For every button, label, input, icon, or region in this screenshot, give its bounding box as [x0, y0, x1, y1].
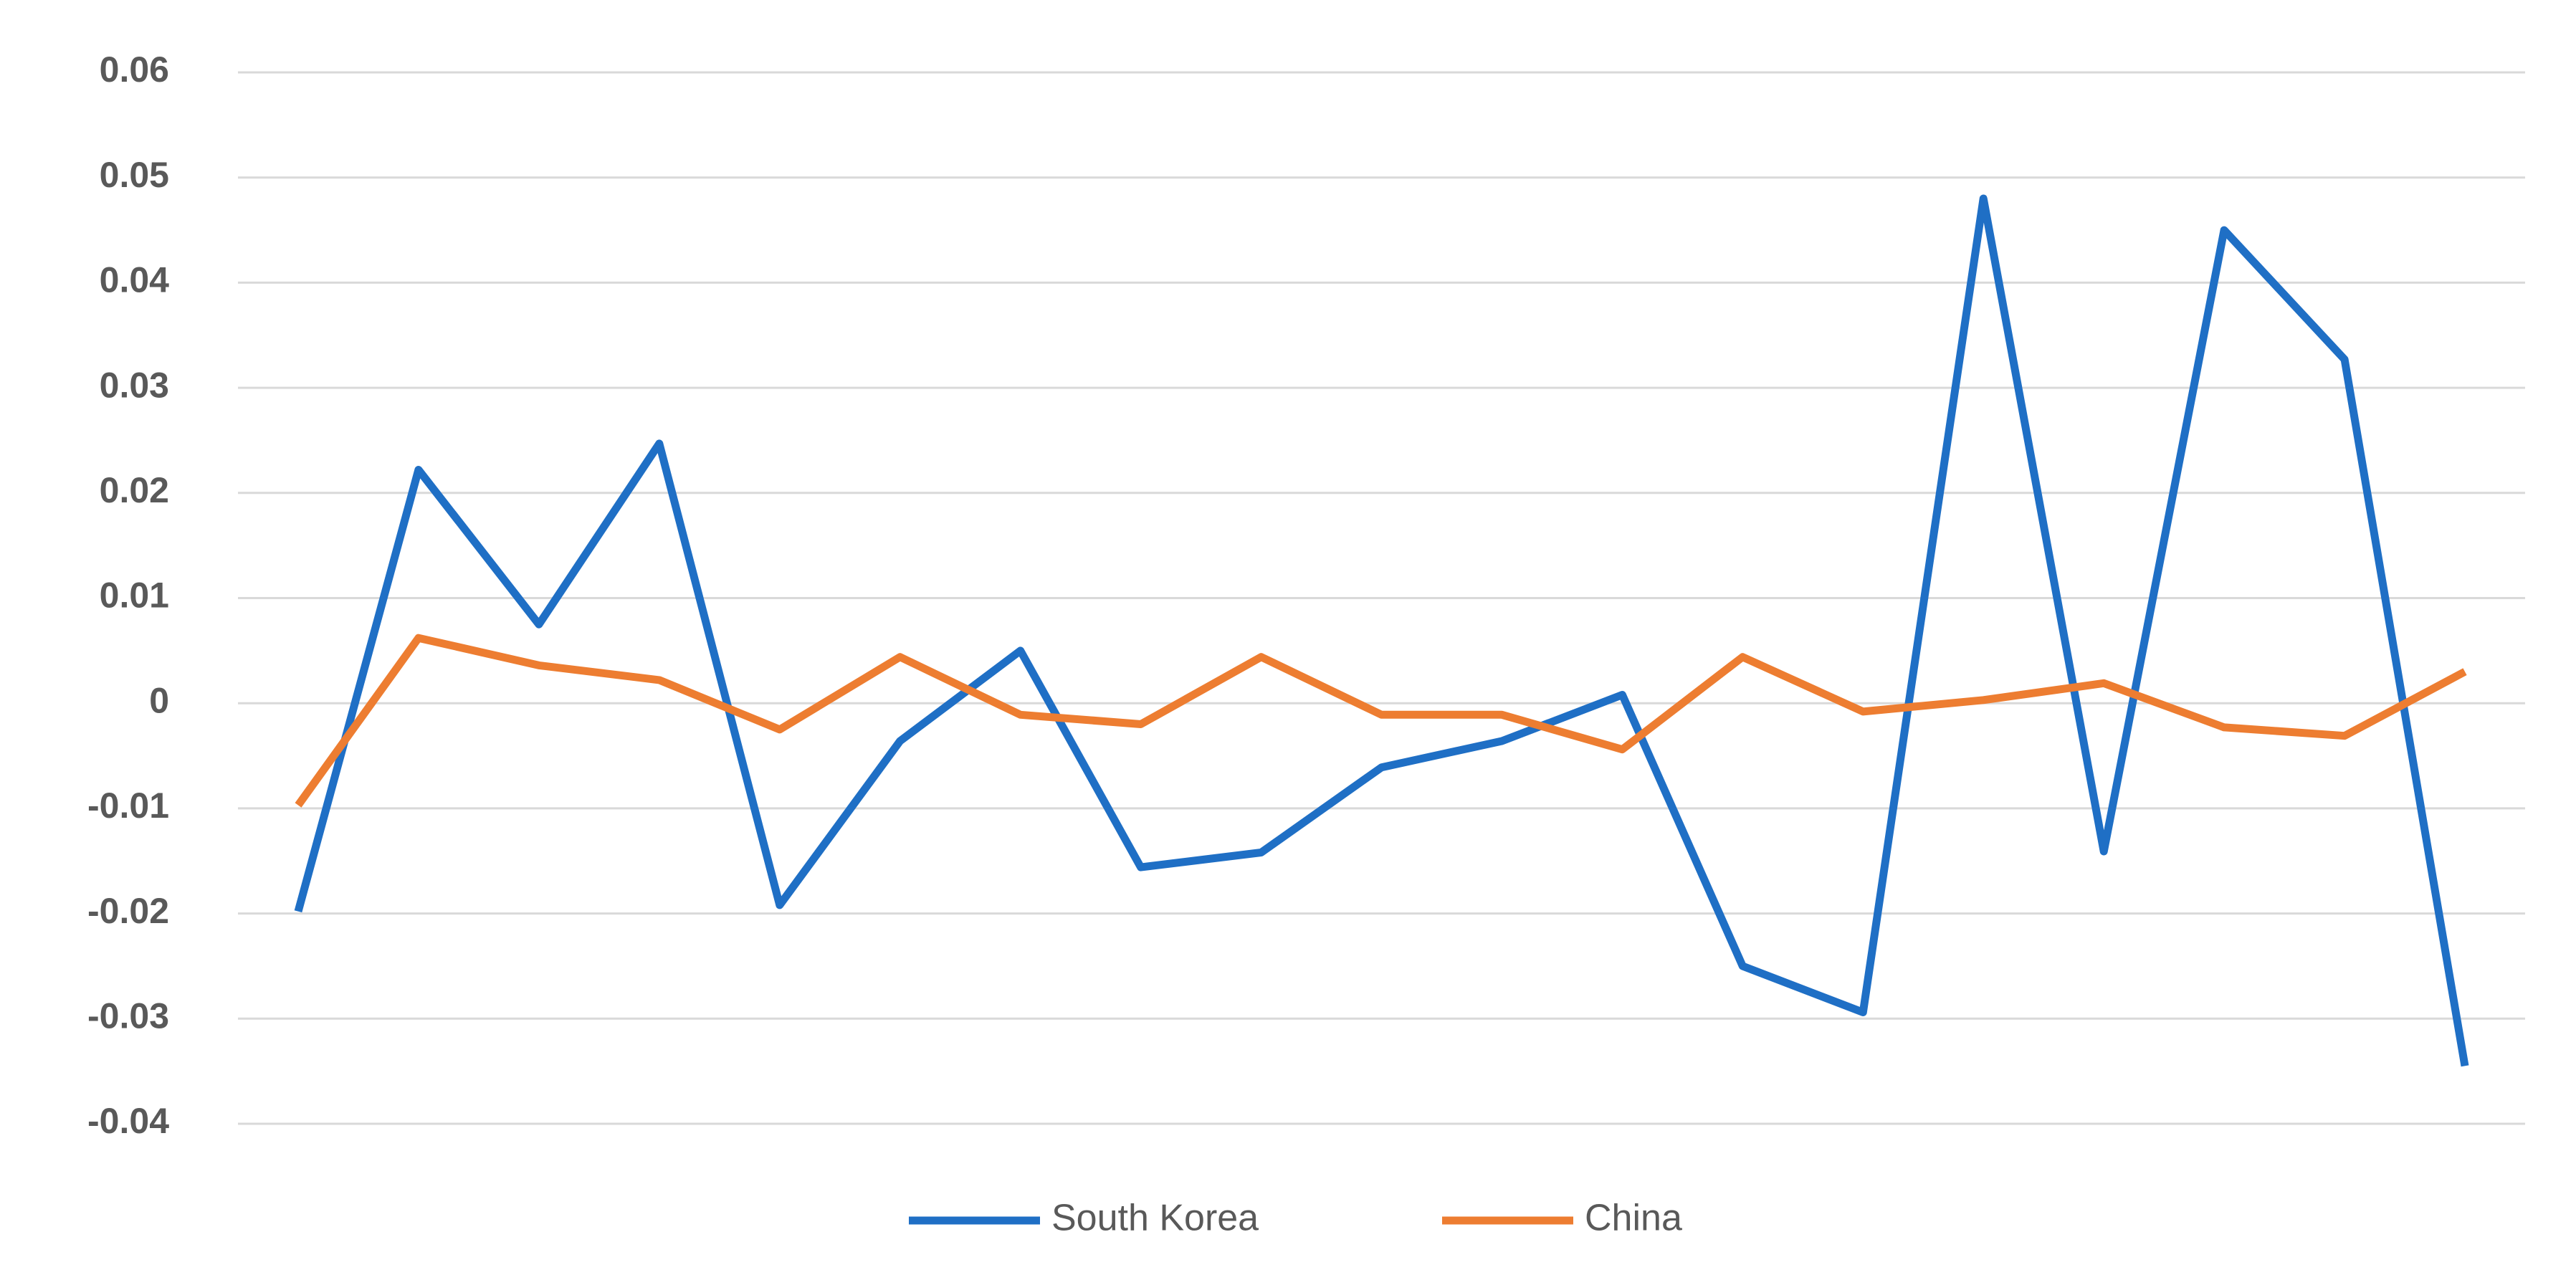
y-tick-label: 0.01 — [100, 575, 169, 616]
y-tick-label: -0.04 — [87, 1101, 169, 1141]
y-tick-label: -0.03 — [87, 996, 169, 1036]
y-tick-label: 0.02 — [100, 470, 169, 510]
y-tick-label: -0.01 — [87, 785, 169, 826]
y-tick-label: 0.05 — [100, 155, 169, 195]
series-line — [294, 194, 2469, 1067]
y-tick-label: 0.04 — [100, 260, 170, 300]
y-tick-label: 0.03 — [100, 365, 169, 405]
y-tick-label: 0 — [149, 680, 169, 720]
y-tick-label: 0.06 — [100, 49, 169, 90]
series-line — [295, 634, 2467, 808]
legend-label: China — [1585, 1198, 1682, 1239]
y-tick-label: -0.02 — [87, 891, 169, 931]
legend-label: South Korea — [1051, 1198, 1259, 1239]
